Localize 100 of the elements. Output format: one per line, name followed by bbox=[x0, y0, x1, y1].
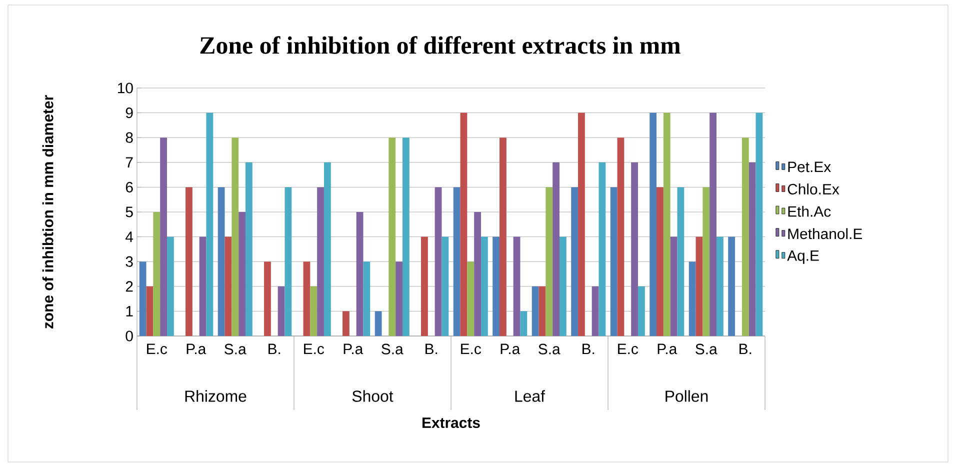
y-axis-title: zone of inhibtion in mm diameter bbox=[42, 95, 54, 328]
bar bbox=[186, 187, 192, 336]
bar bbox=[650, 112, 657, 336]
x-tick-label: P.a bbox=[500, 344, 520, 354]
bar bbox=[677, 187, 684, 336]
bar bbox=[245, 162, 252, 336]
legend-label: Pet.Ex bbox=[788, 162, 831, 172]
bar bbox=[748, 162, 756, 336]
bar bbox=[610, 187, 618, 336]
y-tick-label: 6 bbox=[126, 182, 133, 192]
bar bbox=[656, 187, 664, 336]
bar bbox=[264, 262, 271, 336]
bar bbox=[238, 212, 246, 336]
y-tick-label: 4 bbox=[126, 232, 134, 242]
bar bbox=[670, 236, 678, 336]
bar bbox=[571, 187, 578, 336]
bar bbox=[500, 138, 506, 336]
bar bbox=[552, 162, 560, 336]
x-tick-label: S.a bbox=[538, 344, 560, 354]
bar bbox=[139, 262, 146, 336]
bar bbox=[317, 187, 324, 336]
y-tick-label: 7 bbox=[126, 157, 133, 168]
bar bbox=[710, 112, 716, 336]
x-tick-label: B. bbox=[740, 344, 752, 354]
bar bbox=[467, 262, 474, 336]
bar bbox=[363, 262, 370, 336]
bar bbox=[513, 236, 520, 336]
x-tick-label: E.c bbox=[461, 344, 482, 354]
bar bbox=[728, 236, 736, 336]
chart-title: Zone of inhibition of different extracts in mm bbox=[200, 36, 680, 54]
x-tick-label: B. bbox=[582, 344, 594, 354]
bar bbox=[153, 212, 160, 336]
legend-label: Methanol.E bbox=[788, 228, 862, 240]
y-tick-label: 0 bbox=[126, 330, 133, 342]
bar bbox=[396, 262, 402, 336]
bar bbox=[303, 262, 310, 336]
bar bbox=[520, 311, 528, 336]
bar bbox=[492, 236, 500, 336]
bar bbox=[756, 112, 763, 336]
bar bbox=[688, 262, 696, 336]
legend-label: Chlo.Ex bbox=[788, 184, 840, 194]
y-tick-label: 5 bbox=[126, 206, 133, 218]
bar bbox=[638, 286, 645, 336]
y-tick-label: 9 bbox=[126, 108, 133, 118]
bar bbox=[356, 212, 364, 336]
bar bbox=[592, 286, 599, 336]
bar bbox=[160, 138, 167, 336]
legend-label: Eth.Ac bbox=[788, 206, 831, 217]
bar bbox=[402, 138, 410, 336]
y-tick-label: 8 bbox=[126, 132, 133, 143]
bar bbox=[538, 286, 546, 336]
x-tick-label: S.a bbox=[696, 344, 718, 354]
text: Pollen bbox=[666, 390, 708, 402]
bar bbox=[199, 236, 206, 336]
y-tick-label: 10 bbox=[118, 82, 133, 94]
x-tick-label: P.a bbox=[344, 344, 364, 354]
bar bbox=[374, 311, 382, 336]
x-tick-label: P.a bbox=[658, 344, 678, 354]
x-tick-label: B. bbox=[268, 344, 280, 354]
bar bbox=[480, 236, 488, 336]
bar bbox=[232, 138, 239, 336]
bar bbox=[342, 311, 350, 336]
bar bbox=[617, 138, 624, 336]
y-tick-label: 3 bbox=[126, 256, 133, 267]
bar bbox=[434, 187, 442, 336]
bar bbox=[218, 187, 225, 336]
text: Leaf bbox=[515, 390, 546, 402]
bar bbox=[324, 162, 331, 336]
text: Shoot bbox=[352, 390, 394, 402]
bar bbox=[284, 187, 292, 336]
bar bbox=[166, 236, 174, 336]
x-tick-label: S.a bbox=[382, 344, 404, 354]
bar bbox=[631, 162, 638, 336]
bar bbox=[460, 112, 468, 336]
bar bbox=[206, 112, 214, 336]
bar bbox=[546, 187, 553, 336]
y-tick-label: 2 bbox=[126, 281, 133, 292]
bar bbox=[696, 236, 703, 336]
legend-label: Aq.E bbox=[787, 250, 819, 264]
bar bbox=[146, 286, 154, 336]
x-tick-label: E.c bbox=[304, 344, 324, 354]
x-tick-label: B. bbox=[426, 344, 438, 354]
bar bbox=[421, 236, 428, 336]
bar bbox=[224, 236, 232, 336]
bar bbox=[278, 286, 285, 336]
bar bbox=[663, 112, 670, 336]
bar bbox=[716, 236, 724, 336]
bar bbox=[388, 138, 396, 336]
x-tick-label: P.a bbox=[186, 344, 206, 354]
x-axis-title: Extracts bbox=[422, 418, 480, 428]
bar bbox=[442, 236, 449, 336]
bar bbox=[702, 187, 710, 336]
bar bbox=[532, 286, 539, 336]
bar bbox=[453, 187, 460, 336]
x-tick-label: S.a bbox=[224, 344, 246, 354]
text: Rhizome bbox=[185, 390, 246, 402]
x-tick-label: E.c bbox=[147, 344, 168, 354]
bar bbox=[598, 162, 606, 336]
bar bbox=[742, 138, 749, 336]
bar bbox=[559, 236, 566, 336]
